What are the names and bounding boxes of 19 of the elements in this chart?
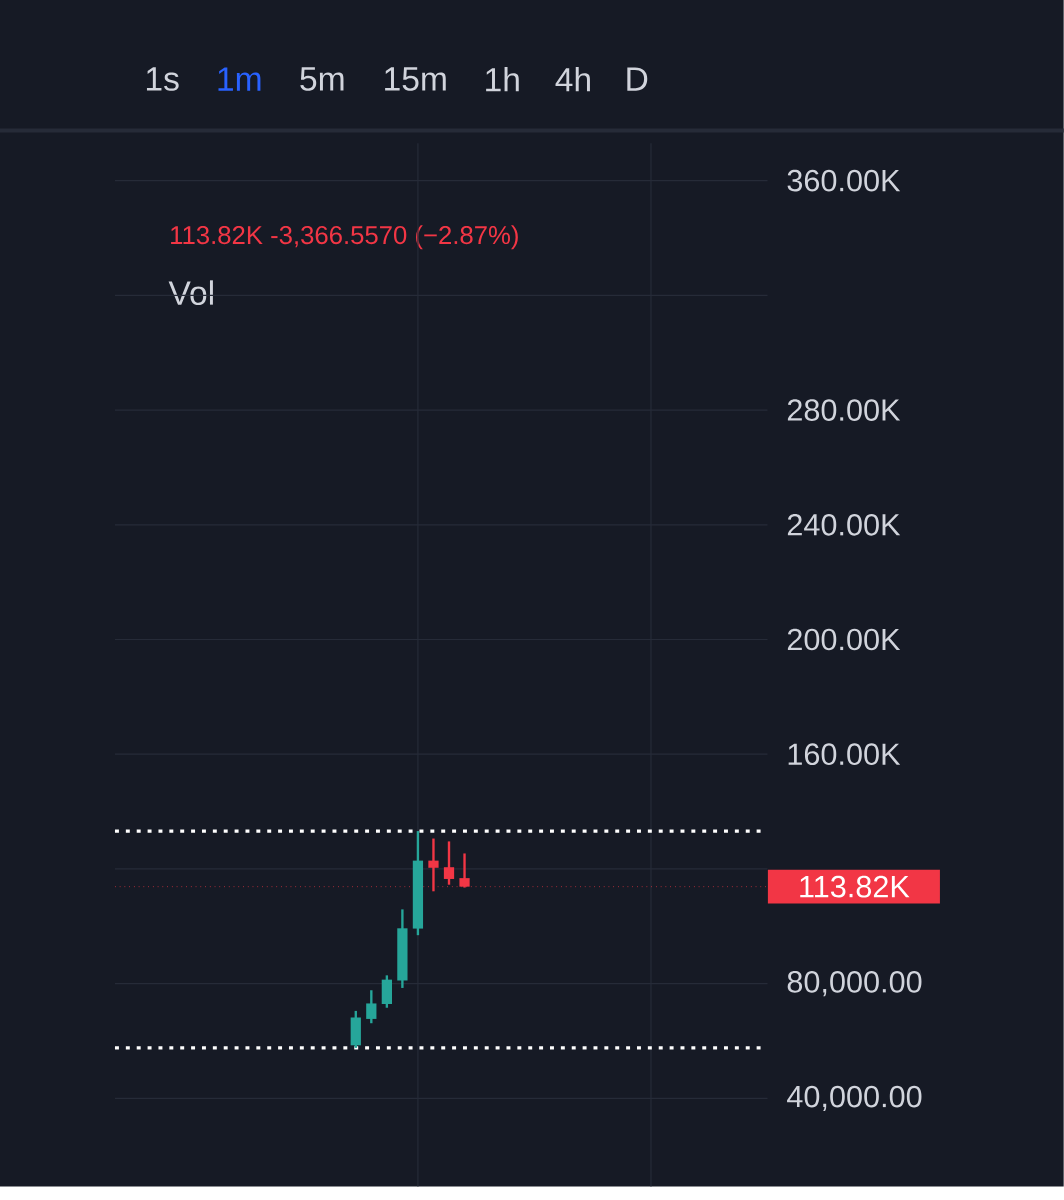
text: 4h — [555, 66, 591, 92]
y-tick-label: 80,000.00 — [787, 971, 922, 997]
y-tick-label: 40,000.00 — [787, 1085, 922, 1112]
text: 5m — [300, 67, 344, 91]
text: 1m — [218, 67, 261, 91]
ref-line-label: 113.82K — [800, 875, 910, 898]
candlestick — [443, 840, 455, 886]
y-tick-label: 240.00K — [787, 513, 901, 536]
y-tick-label: 360.00K — [787, 169, 901, 192]
text: D — [627, 67, 648, 91]
y-tick-label: 280.00K — [787, 399, 901, 421]
y-tick-label: 160.00K — [788, 743, 901, 766]
text: 1s — [147, 67, 179, 91]
y-tick-label: 200.00K — [787, 628, 901, 651]
candlestick — [366, 989, 377, 1025]
text: 15m — [385, 67, 446, 91]
annotation: Vol — [168, 280, 214, 305]
text: 1h — [486, 66, 519, 92]
text: 113.82K -3,366.5570 (−2.87%) — [171, 225, 518, 250]
